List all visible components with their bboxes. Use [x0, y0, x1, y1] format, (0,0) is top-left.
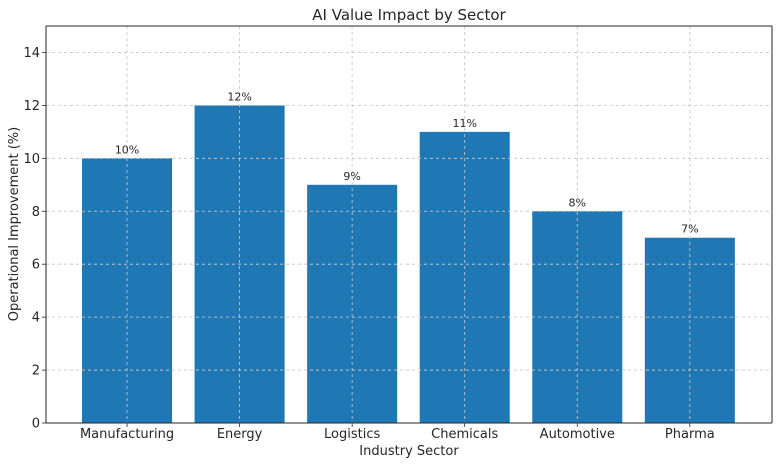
y-tick-label: 4: [32, 311, 40, 326]
y-tick-label: 0: [32, 417, 40, 432]
x-tick-label: Pharma: [665, 427, 715, 442]
axes-frame: [45, 25, 773, 424]
y-tick-label: 14: [23, 46, 40, 61]
data-label: 11%: [452, 117, 476, 130]
bars-group: [46, 26, 772, 424]
y-tick-label: 10: [23, 152, 40, 167]
x-tick-label: Manufacturing: [80, 427, 174, 442]
y-tick-label: 2: [32, 364, 40, 379]
data-label: 8%: [569, 196, 586, 209]
y-ticks-group: 0 2 4 6 8 10 12 14: [23, 46, 46, 432]
x-axis-label: Industry Sector: [359, 444, 459, 459]
grid-overlay: [46, 26, 772, 423]
bar-chemicals: [419, 131, 510, 423]
y-tick-label: 12: [23, 99, 40, 114]
data-label: 10%: [115, 143, 139, 156]
y-axis-label: Operational Improvement (%): [7, 127, 22, 322]
data-label: 12%: [227, 90, 251, 103]
x-tick-label: Chemicals: [431, 427, 498, 442]
data-label: 7%: [681, 223, 698, 236]
x-tick-label: Automotive: [540, 427, 615, 442]
chart-title: AI Value Impact by Sector: [312, 6, 506, 24]
data-labels-group: 10% 12% 9% 11% 8% 7%: [115, 90, 699, 235]
data-label: 9%: [343, 170, 360, 183]
x-ticks-group: Manufacturing Energy Logistics Chemicals Aut…: [80, 423, 715, 442]
bar-pharma: [644, 237, 735, 423]
y-tick-label: 6: [32, 258, 40, 273]
x-tick-label: Energy: [217, 427, 263, 442]
x-tick-label: Logistics: [324, 427, 380, 442]
y-tick-label: 8: [32, 205, 40, 220]
